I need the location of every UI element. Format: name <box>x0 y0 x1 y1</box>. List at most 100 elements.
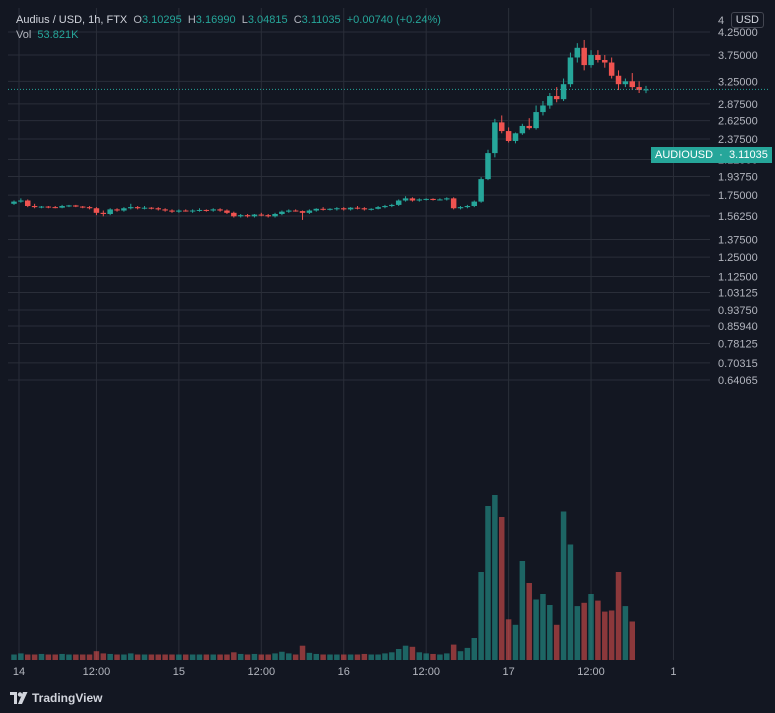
volume-bar <box>471 638 478 660</box>
volume-bar <box>114 654 120 660</box>
candle <box>189 209 196 213</box>
candle <box>519 123 526 135</box>
volume-bars <box>11 495 636 660</box>
candle-body <box>567 57 574 85</box>
candle-body <box>478 179 484 202</box>
candle <box>176 209 182 213</box>
candle <box>512 132 519 144</box>
candle <box>52 206 58 209</box>
candle-body <box>512 133 519 141</box>
volume-bar <box>128 653 134 660</box>
candle-body <box>189 210 196 212</box>
volume-bar <box>457 651 464 660</box>
volume-bar <box>629 621 636 660</box>
volume-bar <box>251 653 258 660</box>
volume-bar <box>313 653 320 660</box>
candle-body <box>292 210 299 212</box>
candle-body <box>602 59 608 63</box>
candle <box>134 206 141 210</box>
volume-label: Vol <box>16 29 32 41</box>
candle <box>389 203 395 208</box>
volume-bar <box>450 644 457 660</box>
volume-bar <box>224 654 230 660</box>
candle <box>224 209 230 214</box>
volume-bar <box>505 619 512 660</box>
candle-body <box>231 212 237 217</box>
volume-bar <box>237 653 244 660</box>
candle-body <box>533 112 539 129</box>
candle-body <box>196 209 203 211</box>
volume-bar <box>340 654 347 660</box>
close-value: 3.11035 <box>301 14 341 26</box>
candle <box>526 118 532 130</box>
candle-body <box>450 198 457 209</box>
price-tick-label: 1.75000 <box>718 190 758 202</box>
candle <box>155 207 162 211</box>
price-axis[interactable]: 4.25000 3.75000 3.25000 2.87500 2.62500 2.375… <box>718 15 758 387</box>
candle-body <box>176 210 182 212</box>
time-axis[interactable]: 14 12:00 15 12:00 16 12:00 17 12:00 1 <box>13 666 677 678</box>
candle-body <box>148 207 155 209</box>
candle <box>636 81 642 94</box>
volume-bar <box>86 654 93 660</box>
candle <box>93 207 100 216</box>
candle-body <box>182 210 189 212</box>
high-label: H <box>187 14 196 26</box>
volume-bar <box>141 654 148 660</box>
low-label: L <box>241 14 248 26</box>
price-tick-label: 1.93750 <box>718 171 758 183</box>
candle-body <box>416 199 423 201</box>
candle-body <box>334 208 340 210</box>
last-price-separator: · <box>716 149 726 161</box>
candle-body <box>24 200 31 207</box>
volume-bar <box>540 594 546 660</box>
tradingview-logo[interactable]: TradingView <box>10 691 102 705</box>
last-price-symbol: AUDIOUSD <box>655 149 714 161</box>
candle-body <box>66 205 72 207</box>
volume-bar <box>286 653 292 660</box>
candle-body <box>340 208 347 210</box>
volume-bar <box>121 654 127 660</box>
candle <box>533 105 539 130</box>
volume-bar <box>292 654 299 660</box>
candle <box>471 200 478 208</box>
candle <box>38 206 45 209</box>
candle <box>622 78 629 88</box>
candle-body <box>11 201 17 204</box>
time-tick-label: 14 <box>13 666 25 678</box>
candle-body <box>492 122 498 154</box>
candle <box>478 177 484 203</box>
candle-body <box>59 206 65 208</box>
candle-body <box>395 200 402 205</box>
candle-body <box>286 210 292 212</box>
candle <box>430 198 436 201</box>
volume-bar <box>217 654 223 660</box>
chart-legend: Audius / USD, 1h, FTX O3.10295 H3.16990 … <box>16 13 441 43</box>
volume-bar <box>231 652 237 660</box>
open-value: 3.10295 <box>141 14 182 26</box>
candle-body <box>622 81 629 85</box>
currency-badge[interactable]: USD <box>730 12 764 28</box>
time-tick-label: 12:00 <box>412 666 440 678</box>
candle <box>251 213 258 218</box>
symbol-title[interactable]: Audius / USD, 1h, FTX <box>16 14 128 26</box>
candle-body <box>155 208 162 210</box>
candle <box>272 212 278 218</box>
candle-body <box>86 207 93 209</box>
candle <box>210 208 216 212</box>
volume-bar <box>24 654 31 660</box>
volume-bar <box>93 651 100 660</box>
candle <box>608 57 615 79</box>
candle <box>148 207 155 210</box>
volume-bar <box>38 653 45 660</box>
candle-body <box>471 201 478 207</box>
candle-body <box>361 208 368 210</box>
price-tick-label: 1.25000 <box>718 252 758 264</box>
candle-body <box>368 208 374 210</box>
price-tick-label: 1.37500 <box>718 235 758 247</box>
candle <box>217 208 223 212</box>
candle <box>498 115 505 134</box>
price-tick-label: 4.25000 <box>718 27 758 39</box>
price-tick-label: 1.56250 <box>718 211 758 223</box>
